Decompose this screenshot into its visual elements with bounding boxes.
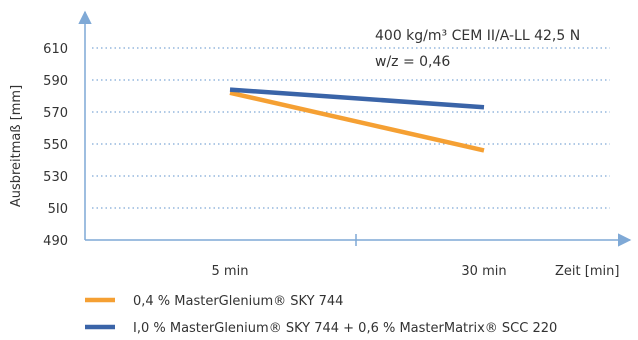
y-tick-label: 5I0: [48, 202, 68, 217]
x-axis-title: Zeit [min]: [555, 264, 619, 279]
y-tick-labels: 610 590 570 550 530 5I0 490: [43, 42, 68, 249]
series-line-2: [229, 87, 485, 110]
y-tick-label: 490: [43, 234, 68, 249]
annotation-wz: w/z = 0,46: [375, 54, 450, 70]
y-tick-label: 590: [43, 74, 68, 89]
series-lines: [229, 87, 485, 153]
legend-label: 0,4 % MasterGlenium® SKY 744: [133, 294, 343, 309]
x-tick-labels: 5 min 30 min: [212, 264, 507, 279]
y-tick-label: 570: [43, 106, 68, 121]
y-axis-title: Ausbreitmaß [mm]: [9, 85, 24, 207]
x-tick-label: 5 min: [212, 264, 249, 279]
annotation-cement: 400 kg/m³ CEM II/A-LL 42,5 N: [375, 28, 580, 44]
legend: 0,4 % MasterGlenium® SKY 744 I,0 % Master…: [85, 294, 557, 336]
y-tick-label: 550: [43, 138, 68, 153]
legend-label: I,0 % MasterGlenium® SKY 744 + 0,6 % Mas…: [133, 321, 557, 336]
series-line-1: [229, 90, 485, 153]
y-tick-label: 530: [43, 170, 68, 185]
y-tick-label: 610: [43, 42, 68, 57]
x-tick-label: 30 min: [461, 264, 506, 279]
gridlines: [92, 47, 610, 209]
